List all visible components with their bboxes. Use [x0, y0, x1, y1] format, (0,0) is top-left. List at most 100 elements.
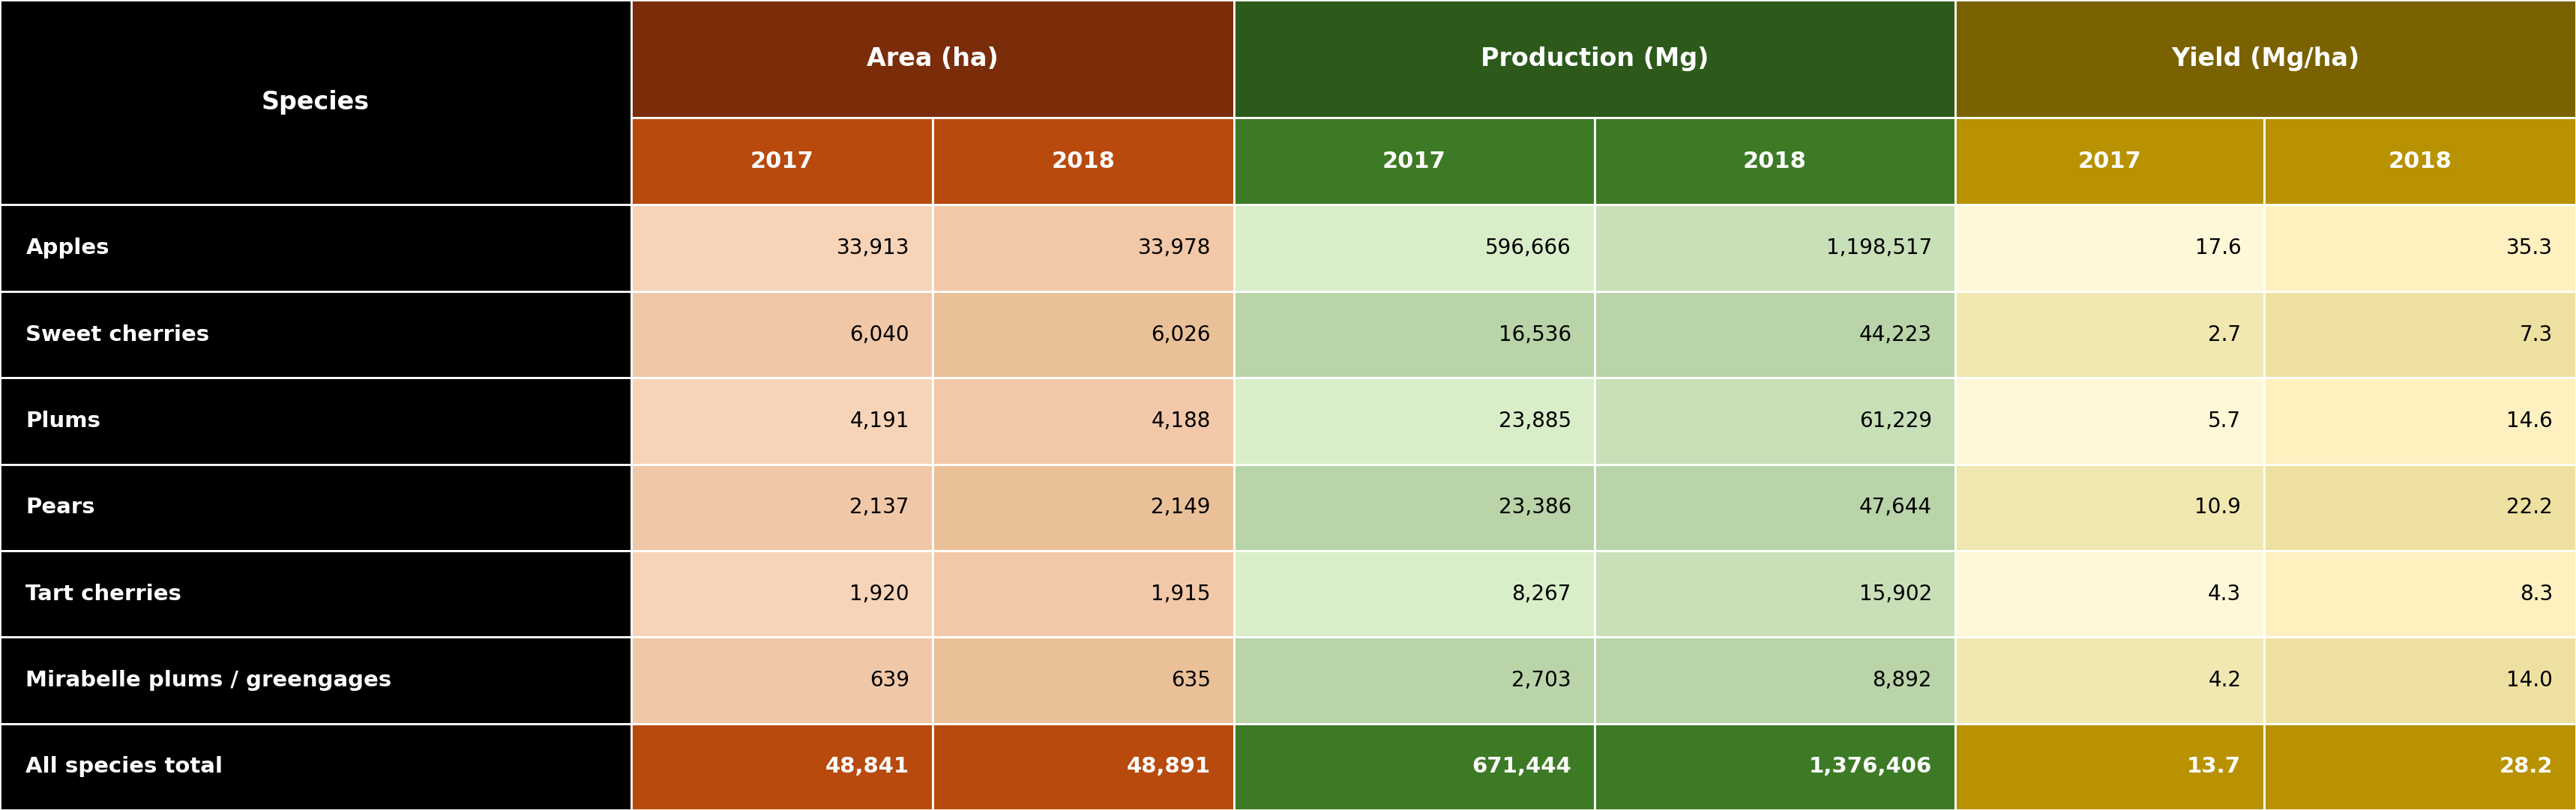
Bar	[1234, 292, 1595, 377]
Bar	[2264, 723, 2576, 810]
Bar	[631, 292, 933, 377]
Bar	[1595, 551, 1955, 637]
Bar	[2264, 377, 2576, 464]
Bar	[933, 637, 1234, 723]
Bar	[1234, 723, 1595, 810]
Bar	[631, 637, 933, 723]
Bar	[1595, 464, 1955, 551]
Bar	[1955, 205, 2264, 292]
Text: Yield (Mg/ha): Yield (Mg/ha)	[2172, 46, 2360, 71]
Text: 22.2: 22.2	[2506, 497, 2553, 518]
Text: Sweet cherries: Sweet cherries	[26, 324, 209, 345]
Bar	[631, 377, 933, 464]
Bar	[1234, 117, 1595, 205]
Bar	[0, 723, 631, 810]
Bar	[2264, 117, 2576, 205]
Bar	[2264, 464, 2576, 551]
Bar	[0, 0, 631, 205]
Bar	[933, 377, 1234, 464]
Bar	[1955, 117, 2264, 205]
Text: 48,891: 48,891	[1126, 757, 1211, 778]
Bar	[631, 0, 1234, 117]
Text: 14.0: 14.0	[2506, 670, 2553, 691]
Bar	[631, 464, 933, 551]
Bar	[0, 551, 631, 637]
Text: 1,376,406: 1,376,406	[1808, 757, 1932, 778]
Text: 10.9: 10.9	[2195, 497, 2241, 518]
Bar	[1234, 637, 1595, 723]
Text: 33,913: 33,913	[837, 237, 909, 258]
Text: Species: Species	[263, 90, 368, 115]
Bar	[2264, 292, 2576, 377]
Text: 1,198,517: 1,198,517	[1826, 237, 1932, 258]
Text: 17.6: 17.6	[2195, 237, 2241, 258]
Text: 7.3: 7.3	[2519, 324, 2553, 345]
Bar	[1595, 637, 1955, 723]
Text: 4,191: 4,191	[850, 411, 909, 432]
Text: 14.6: 14.6	[2506, 411, 2553, 432]
Text: 8.3: 8.3	[2519, 583, 2553, 604]
Bar	[0, 637, 631, 723]
Text: 23,386: 23,386	[1499, 497, 1571, 518]
Bar	[2264, 551, 2576, 637]
Text: Pears: Pears	[26, 497, 95, 518]
Bar	[933, 464, 1234, 551]
Bar	[631, 117, 933, 205]
Bar	[933, 205, 1234, 292]
Bar	[1595, 377, 1955, 464]
Bar	[631, 723, 933, 810]
Text: 671,444: 671,444	[1471, 757, 1571, 778]
Bar	[631, 551, 933, 637]
Text: Tart cherries: Tart cherries	[26, 583, 180, 604]
Bar	[933, 117, 1234, 205]
Text: 6,026: 6,026	[1151, 324, 1211, 345]
Bar	[631, 205, 933, 292]
Text: 23,885: 23,885	[1499, 411, 1571, 432]
Text: 2,703: 2,703	[1512, 670, 1571, 691]
Text: 61,229: 61,229	[1860, 411, 1932, 432]
Text: 2018: 2018	[1744, 151, 1806, 172]
Bar	[2264, 205, 2576, 292]
Bar	[1595, 723, 1955, 810]
Text: Plums: Plums	[26, 411, 100, 432]
Bar	[1234, 205, 1595, 292]
Text: 4.3: 4.3	[2208, 583, 2241, 604]
Bar	[933, 292, 1234, 377]
Text: 13.7: 13.7	[2187, 757, 2241, 778]
Text: 48,841: 48,841	[824, 757, 909, 778]
Text: 2,149: 2,149	[1151, 497, 1211, 518]
Text: 2018: 2018	[1051, 151, 1115, 172]
Text: 2018: 2018	[2388, 151, 2452, 172]
Text: 2.7: 2.7	[2208, 324, 2241, 345]
Text: 6,040: 6,040	[850, 324, 909, 345]
Bar	[1234, 551, 1595, 637]
Text: 639: 639	[871, 670, 909, 691]
Text: 635: 635	[1172, 670, 1211, 691]
Text: 5.7: 5.7	[2208, 411, 2241, 432]
Bar	[1955, 464, 2264, 551]
Text: 596,666: 596,666	[1486, 237, 1571, 258]
Text: 28.2: 28.2	[2499, 757, 2553, 778]
Bar	[1234, 377, 1595, 464]
Bar	[1955, 292, 2264, 377]
Bar	[1955, 0, 2576, 117]
Bar	[933, 723, 1234, 810]
Text: 8,892: 8,892	[1873, 670, 1932, 691]
Text: Area (ha): Area (ha)	[866, 46, 999, 71]
Bar	[933, 551, 1234, 637]
Bar	[1955, 723, 2264, 810]
Text: 15,902: 15,902	[1860, 583, 1932, 604]
Bar	[0, 292, 631, 377]
Text: 1,915: 1,915	[1151, 583, 1211, 604]
Text: 35.3: 35.3	[2506, 237, 2553, 258]
Bar	[1595, 117, 1955, 205]
Bar	[0, 464, 631, 551]
Bar	[0, 205, 631, 292]
Text: 2017: 2017	[750, 151, 814, 172]
Bar	[1595, 205, 1955, 292]
Text: 16,536: 16,536	[1499, 324, 1571, 345]
Text: 2,137: 2,137	[850, 497, 909, 518]
Text: Mirabelle plums / greengages: Mirabelle plums / greengages	[26, 670, 392, 691]
Text: 4.2: 4.2	[2208, 670, 2241, 691]
Bar	[1595, 292, 1955, 377]
